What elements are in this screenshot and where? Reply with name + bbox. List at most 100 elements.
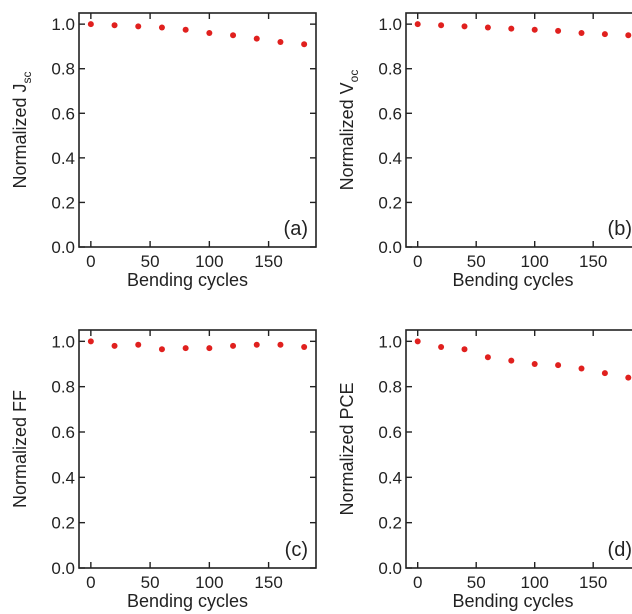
- x-tick-label: 150: [579, 252, 607, 271]
- y-axis-label-base: Normalized PCE: [337, 382, 357, 515]
- data-point: [578, 30, 585, 37]
- x-tick-label: 150: [254, 573, 282, 592]
- chart-panel-3: 0.0 0.2 0.4 0.6 0.8 1.0 0 50 100 150 Bending cycle…: [10, 329, 317, 611]
- data-point: [87, 338, 94, 345]
- y-axis-label-base: Normalized J: [10, 83, 30, 188]
- y-tick-label: 0.6: [51, 104, 75, 123]
- data-point: [301, 41, 308, 48]
- plot-frame: [405, 12, 632, 248]
- data-point: [158, 24, 165, 31]
- x-axis-label: Bending cycles: [127, 270, 248, 290]
- data-point: [484, 24, 491, 31]
- y-tick-label: 0.4: [378, 468, 402, 487]
- y-axis-label: Normalized Voc: [337, 70, 361, 191]
- y-axis-label-base: Normalized V: [337, 82, 357, 190]
- y-tick-label: 1.0: [378, 332, 402, 351]
- panel-label: (d): [608, 539, 632, 561]
- y-axis-label-base: Normalized FF: [10, 390, 30, 508]
- data-point: [277, 38, 284, 45]
- data-point: [414, 21, 421, 28]
- data-point: [414, 338, 421, 345]
- data-point: [253, 35, 260, 42]
- y-tick-label: 1.0: [378, 15, 402, 34]
- x-tick-label: 0: [413, 252, 422, 271]
- x-tick-label: 0: [413, 573, 422, 592]
- data-point: [484, 354, 491, 361]
- data-point: [206, 30, 213, 37]
- data-point: [508, 357, 515, 364]
- y-tick-label: 0.4: [51, 468, 75, 487]
- y-tick-label: 1.0: [51, 15, 75, 34]
- x-tick-label: 100: [521, 573, 549, 592]
- x-tick-label: 100: [195, 252, 223, 271]
- data-point: [601, 370, 608, 377]
- panel-label: (a): [284, 218, 308, 240]
- data-point: [253, 341, 260, 348]
- x-axis-label: Bending cycles: [127, 591, 248, 611]
- data-point: [182, 345, 189, 352]
- y-tick-label: 0.2: [51, 193, 75, 212]
- data-point: [531, 361, 538, 367]
- x-tick-label: 50: [141, 573, 160, 592]
- chart-panel-2: 0.0 0.2 0.4 0.6 0.8 1.0 0 50 100 150 Bending cycle…: [337, 12, 632, 290]
- panel-label: (b): [608, 218, 632, 240]
- data-point: [87, 21, 94, 28]
- data-point: [555, 27, 562, 34]
- y-tick-label: 0.8: [51, 378, 75, 397]
- data-point: [625, 32, 632, 39]
- x-tick-label: 100: [195, 573, 223, 592]
- plot-frame: [78, 12, 317, 248]
- y-axis-label: Normalized Jsc: [10, 71, 34, 188]
- chart-panel-4: 0.0 0.2 0.4 0.6 0.8 1.0 0 50 100 150 Bending cycle…: [337, 329, 632, 611]
- data-point: [438, 22, 445, 29]
- x-axis-label: Bending cycles: [452, 270, 573, 290]
- x-tick-label: 50: [467, 252, 486, 271]
- data-point: [158, 346, 165, 353]
- y-axis-label: Normalized PCE: [337, 382, 357, 515]
- data-point: [301, 344, 308, 350]
- y-tick-label: 0.2: [378, 514, 402, 533]
- x-tick-label: 150: [579, 573, 607, 592]
- y-tick-label: 0.2: [51, 514, 75, 533]
- data-point: [578, 365, 585, 372]
- data-point: [277, 341, 284, 348]
- x-tick-label: 50: [467, 573, 486, 592]
- plot-frame: [78, 329, 317, 569]
- data-point: [601, 31, 608, 38]
- y-tick-label: 1.0: [51, 332, 75, 351]
- x-tick-label: 150: [254, 252, 282, 271]
- y-axis-label-subscript: sc: [20, 71, 34, 83]
- data-point: [135, 23, 142, 30]
- y-tick-label: 0.0: [378, 238, 402, 257]
- y-axis-label: Normalized FF: [10, 390, 30, 508]
- data-point: [111, 22, 118, 29]
- data-point: [182, 26, 189, 33]
- x-tick-label: 0: [86, 252, 95, 271]
- y-tick-label: 0.6: [51, 423, 75, 442]
- x-axis-label: Bending cycles: [452, 591, 573, 611]
- y-tick-label: 0.6: [378, 104, 402, 123]
- chart-panel-1: 0.0 0.2 0.4 0.6 0.8 1.0 0 50 100 150 Bending cycle…: [10, 12, 317, 290]
- data-point: [230, 342, 237, 349]
- x-tick-label: 100: [521, 252, 549, 271]
- y-tick-label: 0.8: [378, 60, 402, 79]
- data-point: [135, 341, 142, 348]
- x-tick-label: 0: [86, 573, 95, 592]
- y-tick-label: 0.8: [51, 60, 75, 79]
- data-point: [508, 25, 515, 32]
- data-point: [531, 26, 538, 33]
- data-point: [438, 344, 445, 350]
- data-point: [206, 345, 213, 352]
- y-tick-label: 0.6: [378, 423, 402, 442]
- panel-label: (c): [285, 539, 308, 561]
- y-tick-label: 0.0: [51, 238, 75, 257]
- data-point: [230, 32, 237, 39]
- y-axis-label-subscript: oc: [347, 70, 361, 83]
- plot-frame: [405, 329, 632, 569]
- data-point: [461, 23, 468, 30]
- data-point: [555, 362, 562, 369]
- y-tick-label: 0.0: [51, 559, 75, 578]
- y-tick-label: 0.0: [378, 559, 402, 578]
- x-tick-label: 50: [141, 252, 160, 271]
